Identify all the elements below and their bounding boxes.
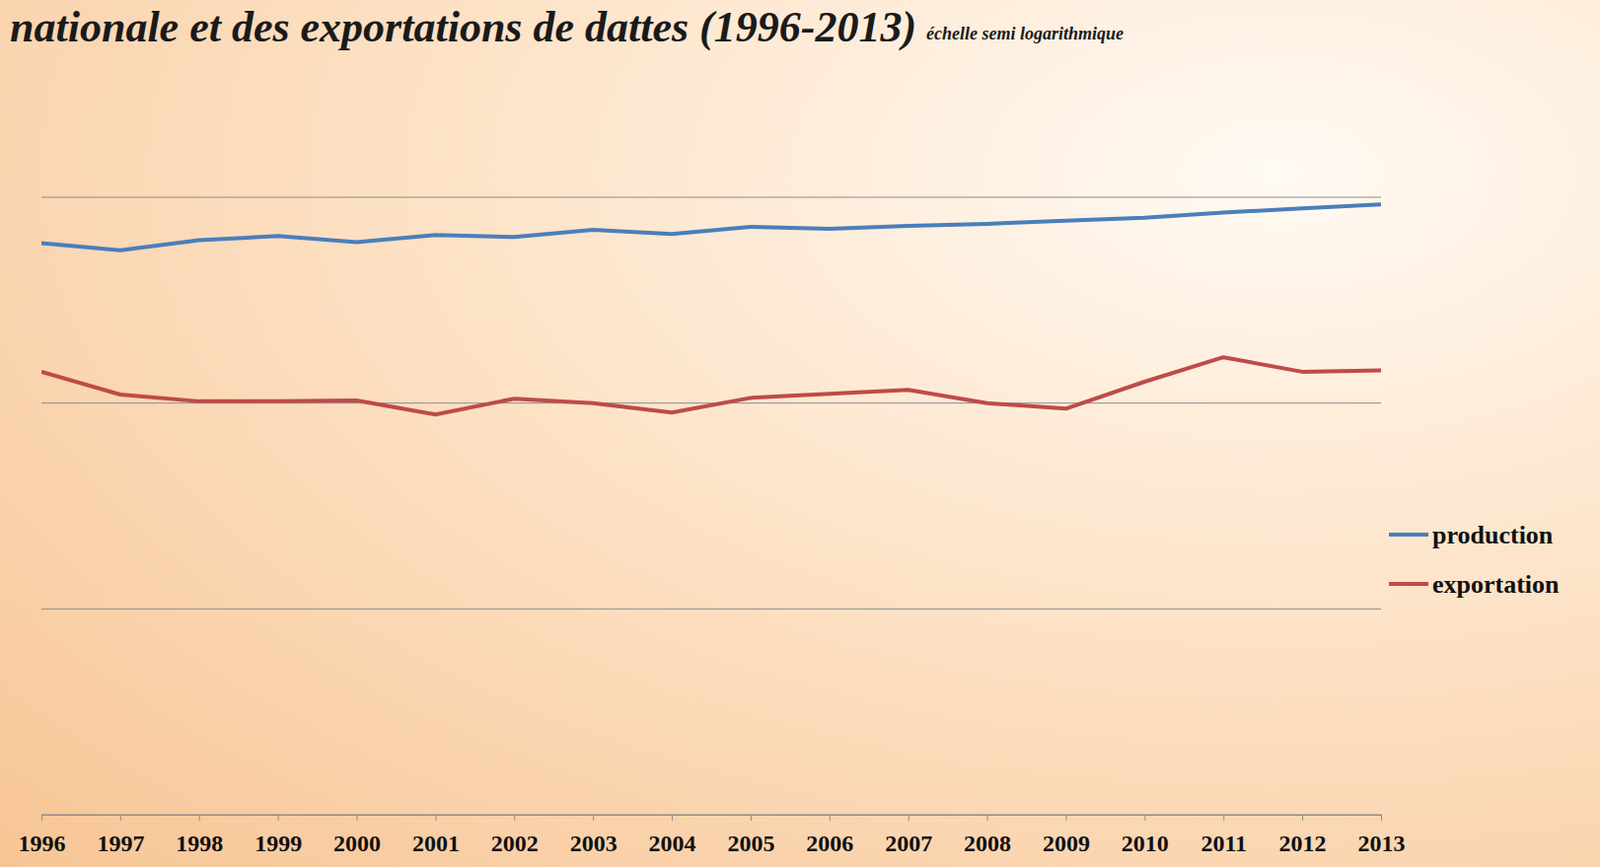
- x-tick-mark: [987, 814, 989, 821]
- x-tick-mark: [1065, 814, 1067, 821]
- x-tick-mark: [908, 814, 910, 821]
- x-tick-label: 2011: [1200, 830, 1247, 857]
- x-tick-mark: [592, 814, 594, 821]
- subtitle: échelle semi logarithmique: [926, 23, 1124, 44]
- x-tick: 2009: [1042, 814, 1091, 857]
- grid-line: [41, 197, 1382, 199]
- x-tick: 2000: [333, 814, 381, 857]
- x-tick-label: 2008: [963, 830, 1012, 857]
- x-tick-mark: [435, 814, 437, 821]
- x-tick-mark: [278, 814, 280, 821]
- x-tick-mark: [1302, 814, 1304, 821]
- legend-swatch: [1388, 581, 1429, 586]
- x-tick-label: 1999: [254, 830, 302, 857]
- x-tick-mark: [120, 814, 122, 821]
- x-tick-label: 2005: [727, 830, 775, 857]
- x-tick-mark: [1223, 814, 1225, 821]
- x-tick: 2011: [1200, 814, 1247, 857]
- x-tick-label: 2001: [412, 830, 460, 857]
- x-tick: 2004: [649, 814, 697, 857]
- grid: [41, 197, 1382, 815]
- x-tick: 2012: [1279, 814, 1327, 857]
- x-axis-line: [42, 815, 1382, 822]
- chart: nationale et des exportations de dattes …: [0, 0, 1600, 867]
- x-tick-label: 1997: [96, 830, 145, 857]
- x-axis: 1996 1997 1998 1999 2000 2001 2002 2003 2004 2005…: [18, 814, 1406, 857]
- x-tick: 2008: [963, 814, 1012, 857]
- lines: [41, 204, 1382, 415]
- x-tick-mark: [199, 814, 201, 821]
- x-tick: 1996: [18, 814, 67, 857]
- x-tick-label: 1998: [175, 830, 223, 857]
- series-line: [41, 204, 1382, 250]
- x-tick: 2006: [805, 814, 854, 857]
- x-tick: 2007: [884, 814, 933, 857]
- x-tick-label: 2009: [1042, 830, 1091, 857]
- x-tick: 2010: [1121, 814, 1169, 857]
- x-tick-label: 2012: [1279, 830, 1327, 857]
- x-tick-mark: [513, 814, 515, 821]
- x-tick-mark: [1144, 814, 1146, 821]
- x-tick: 1998: [175, 814, 223, 857]
- x-tick: 2001: [412, 814, 460, 857]
- legend-label: exportation: [1432, 570, 1560, 599]
- x-tick: 2003: [570, 814, 618, 857]
- x-tick-mark: [1381, 814, 1382, 821]
- x-tick-label: 2002: [491, 830, 539, 857]
- x-tick-label: 2013: [1358, 830, 1406, 857]
- x-tick-mark: [829, 814, 831, 821]
- series-line: [41, 357, 1382, 415]
- legend: production exportation: [1388, 520, 1560, 599]
- x-tick-mark: [357, 814, 359, 821]
- title: nationale et des exportations de dattes …: [9, 2, 917, 52]
- grid-line: [41, 608, 1382, 610]
- x-tick: 2005: [727, 814, 775, 857]
- x-tick-label: 2000: [333, 830, 381, 857]
- x-tick-label: 2004: [649, 830, 697, 857]
- legend-label: production: [1432, 520, 1554, 550]
- x-tick-mark: [671, 814, 673, 821]
- x-tick: 2013: [1358, 814, 1406, 857]
- x-tick-label: 2003: [570, 830, 618, 857]
- x-tick-mark: [750, 814, 752, 821]
- x-tick: 2002: [491, 814, 539, 857]
- x-tick-label: 2007: [884, 830, 933, 857]
- x-tick-label: 1996: [18, 830, 67, 857]
- x-tick: 1997: [96, 814, 145, 857]
- x-tick-mark: [41, 814, 43, 821]
- x-tick: 1999: [254, 814, 302, 857]
- legend-swatch: [1388, 532, 1429, 537]
- x-tick-label: 2010: [1121, 830, 1169, 857]
- x-tick-label: 2006: [805, 830, 854, 857]
